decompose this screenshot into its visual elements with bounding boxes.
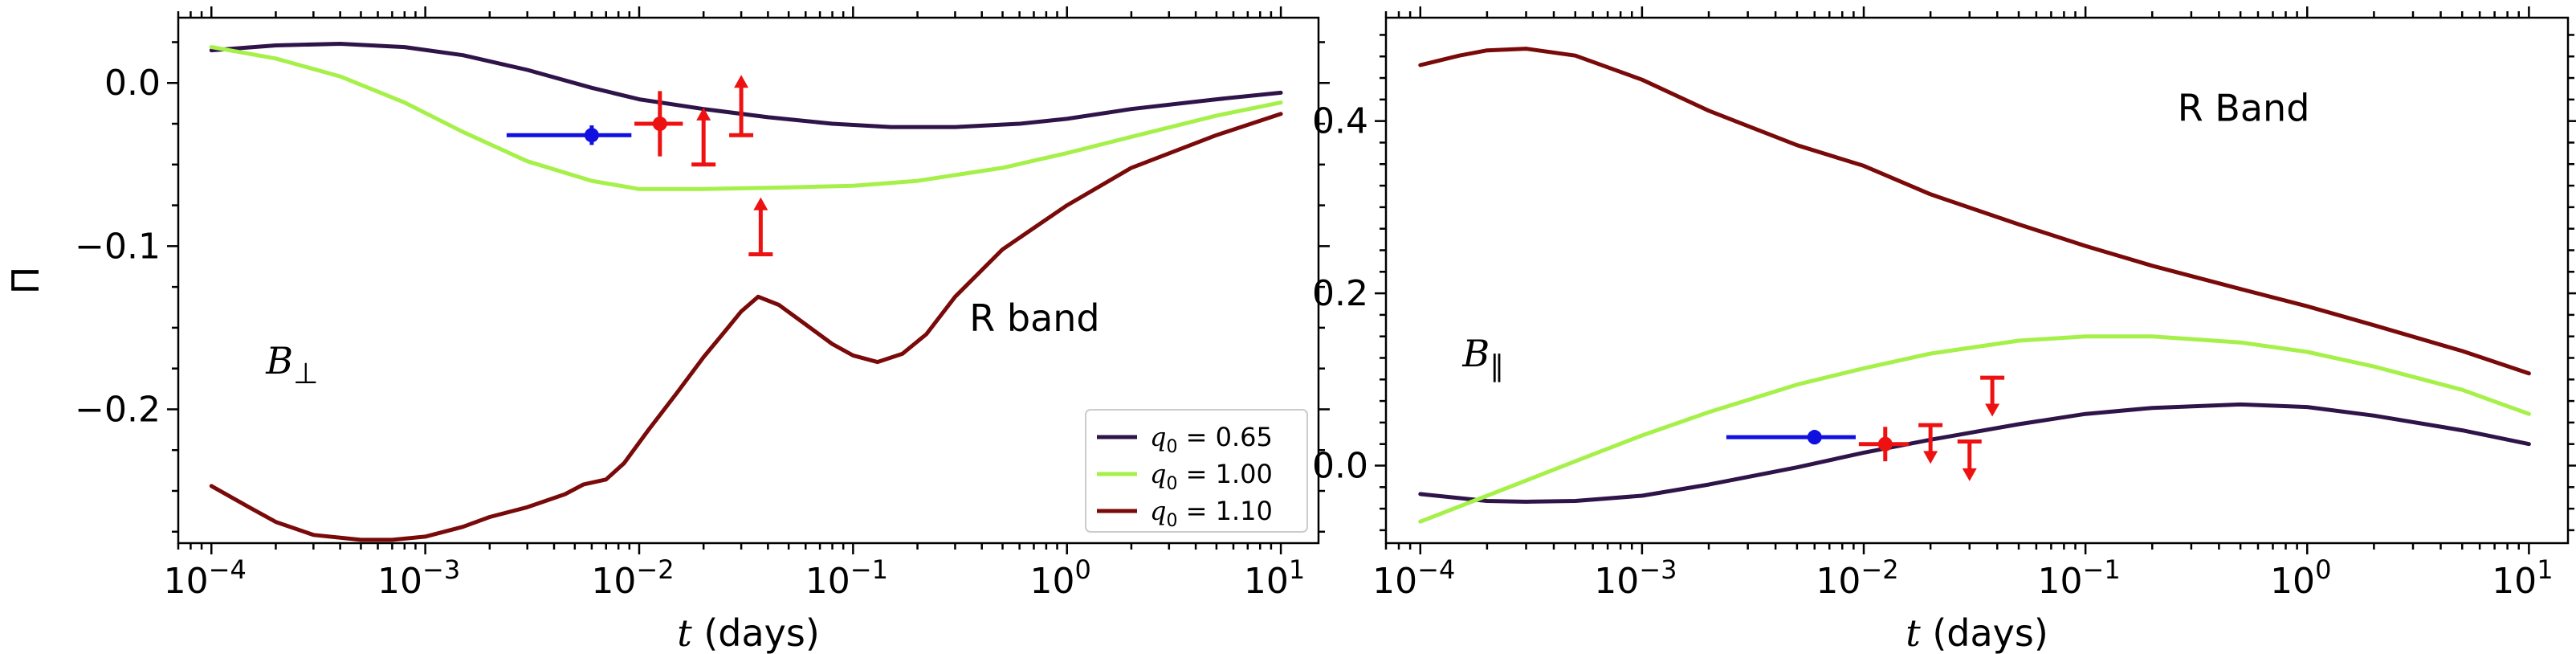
limit-arrow-2 [748,197,773,257]
right-panel: 10−4 10−3 10−2 10−1 100 101 0.0 0.2 0.4 t (days) R… [1312,6,2576,654]
data-point-1 [634,91,683,157]
band-annotation: R Band [2178,87,2310,130]
x-tick-label: 10−3 [1594,554,1677,602]
series-line-q0-1-00 [209,45,1283,191]
limit-arrow-0 [691,107,716,167]
limit-arrow-1 [1957,439,1982,481]
y-axis-label: Π [4,267,47,295]
x-tick-label: 10−4 [1372,554,1455,602]
x-tick-label: 100 [1030,554,1091,602]
series-line-q0-1-10 [1418,47,2531,376]
y-tick-label: 0.0 [1312,446,1368,487]
field-annotation: B∥ [1461,332,1504,383]
series-line-q0-0-65 [209,42,1283,129]
x-tick-label: 10−3 [377,554,460,602]
series-line-q0-1-10 [209,112,1283,542]
svg-text:q0 = 1.00: q0 = 1.00 [1150,459,1273,494]
x-axis-label: t (days) [1906,611,2048,654]
field-annotation: B⊥ [265,339,318,390]
y-tick-label: −0.1 [75,226,161,267]
x-tick-label: 10−1 [805,554,888,602]
limit-arrow-1 [729,75,754,137]
data-point-0 [1726,430,1857,445]
x-tick-label: 10−2 [1816,554,1898,602]
y-tick-label: 0.4 [1312,101,1368,142]
y-tick-label: 0.0 [104,63,161,104]
data-point-0 [506,125,632,145]
axes-frame [1384,16,2570,545]
data-point-1 [1858,427,1910,462]
x-tick-label: 10−1 [2038,554,2121,602]
x-tick-label: 10−2 [591,554,674,602]
x-tick-label: 101 [2492,554,2553,602]
axes-frame [177,16,1320,545]
series-line-q0-1-00 [1418,334,2531,524]
legend-entry: q0 = 1.10 [1097,496,1273,531]
legend-entry: q0 = 1.00 [1097,459,1273,494]
x-tick-label: 10−4 [164,554,247,602]
left-panel: 10−4 10−3 10−2 10−1 100 101 0.0 −0.1 −0.2 t (days… [4,6,1330,654]
x-axis-label: t (days) [677,611,820,654]
x-tick-label: 101 [1244,554,1305,602]
legend-entry: q0 = 0.65 [1097,422,1273,457]
band-annotation: R band [969,296,1099,340]
x-tick-label: 100 [2270,554,2331,602]
svg-text:q0 = 0.65: q0 = 0.65 [1150,422,1273,457]
plot-area [1418,47,2531,524]
series-line-q0-0-65 [1418,402,2531,504]
svg-text:q0 = 1.10: q0 = 1.10 [1150,496,1273,531]
limit-arrow-2 [1980,375,2005,417]
limit-arrow-0 [1918,423,1943,464]
plot-area [209,42,1283,542]
y-tick-label: −0.2 [75,389,161,430]
y-tick-label: 0.2 [1312,273,1368,314]
